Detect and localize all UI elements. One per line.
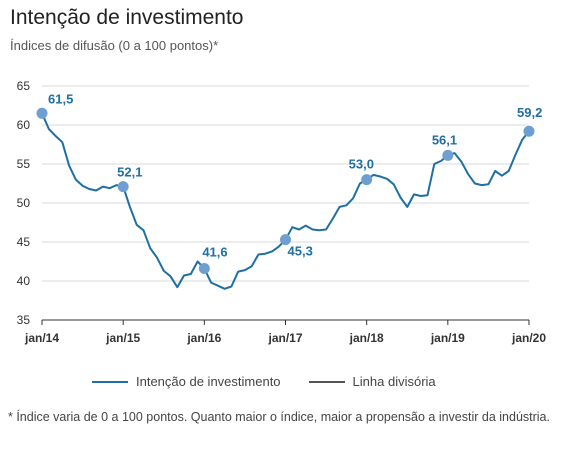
data-point-marker bbox=[361, 174, 373, 186]
data-label: 41,6 bbox=[202, 245, 227, 260]
chart-subtitle: Índices de difusão (0 a 100 pontos)* bbox=[10, 38, 219, 53]
x-tick-label: jan/18 bbox=[349, 331, 384, 345]
data-label: 45,3 bbox=[288, 244, 313, 259]
legend-item-divider: Linha divisória bbox=[308, 374, 436, 389]
y-tick-label: 65 bbox=[17, 79, 31, 93]
data-point-marker bbox=[117, 181, 129, 193]
chart-title: Intenção de investimento bbox=[10, 6, 244, 29]
x-tick-label: jan/19 bbox=[430, 331, 465, 345]
data-point-marker bbox=[523, 125, 535, 137]
legend-swatch-series bbox=[92, 380, 128, 383]
data-label: 59,2 bbox=[517, 105, 542, 120]
y-tick-label: 45 bbox=[17, 235, 31, 249]
legend-swatch-divider bbox=[308, 380, 345, 383]
y-tick-label: 50 bbox=[17, 196, 31, 210]
legend-label-series: Intenção de investimento bbox=[136, 374, 281, 389]
x-tick-label: jan/16 bbox=[186, 331, 221, 345]
data-point-marker bbox=[36, 107, 48, 119]
data-point-marker bbox=[442, 149, 454, 161]
x-tick-label: jan/17 bbox=[267, 331, 302, 345]
legend-item-series: Intenção de investimento bbox=[92, 374, 281, 389]
x-tick-label: jan/14 bbox=[24, 331, 59, 345]
legend-label-divider: Linha divisória bbox=[352, 374, 436, 389]
data-label: 61,5 bbox=[48, 91, 73, 106]
data-label: 56,1 bbox=[432, 132, 457, 147]
data-label: 53,0 bbox=[349, 157, 374, 172]
data-label: 52,1 bbox=[117, 165, 142, 180]
data-point-marker bbox=[198, 263, 210, 275]
x-tick-label: jan/20 bbox=[511, 331, 546, 345]
y-tick-label: 35 bbox=[17, 313, 31, 327]
y-tick-label: 40 bbox=[17, 274, 31, 288]
data-point-marker bbox=[280, 234, 291, 246]
y-tick-label: 60 bbox=[17, 118, 31, 132]
legend: Intenção de investimento Linha divisória bbox=[92, 374, 464, 389]
y-tick-label: 55 bbox=[17, 157, 31, 171]
footnote: * Índice varia de 0 a 100 pontos. Quanto… bbox=[8, 410, 550, 424]
line-chart: 35 40 45 50 55 60 65 jan/14 jan/15 jan/16 jan/17 ja… bbox=[17, 79, 547, 345]
x-tick-label: jan/15 bbox=[105, 331, 140, 345]
